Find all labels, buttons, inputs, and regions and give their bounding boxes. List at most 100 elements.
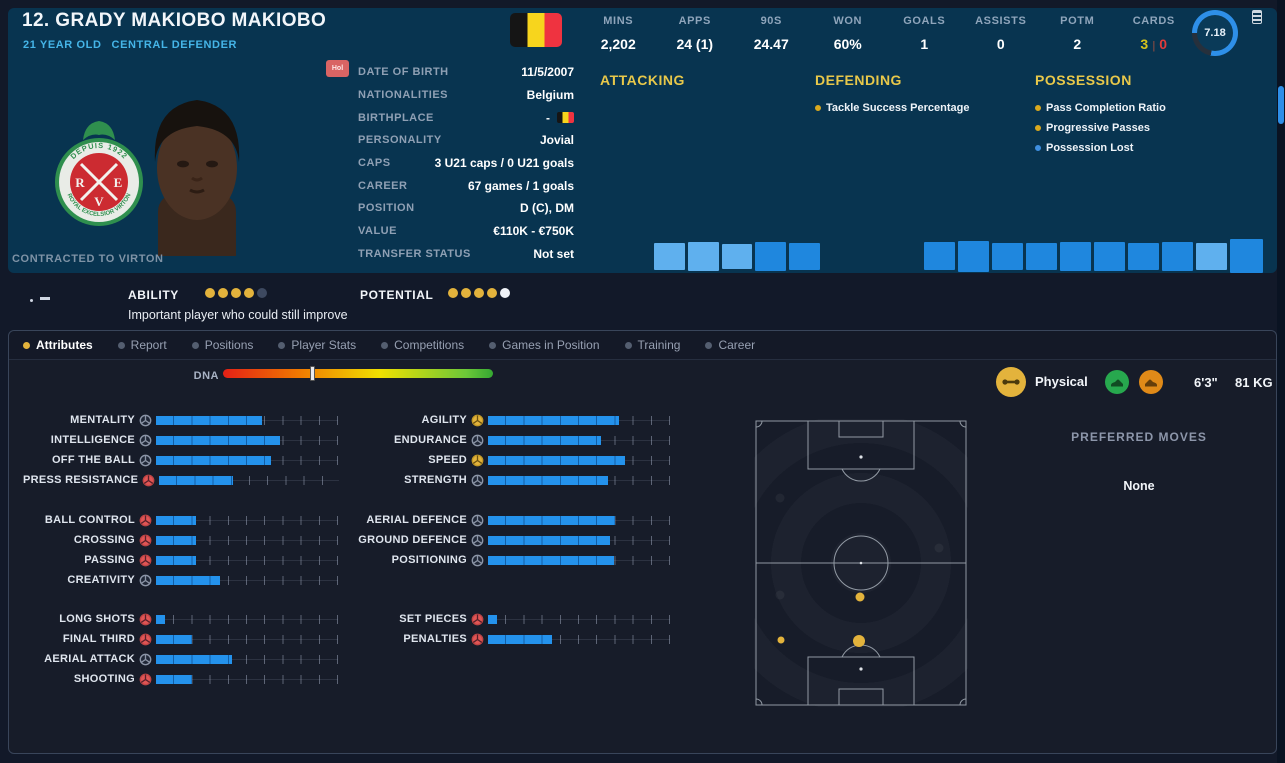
match-rating-square[interactable] xyxy=(1196,242,1227,270)
contract-status-text: CONTRACTED TO VIRTON xyxy=(12,253,164,265)
attributes-column-right: AGILITY ENDURANCE SPEED STRENGTH xyxy=(355,412,671,702)
match-rating-square[interactable] xyxy=(1128,242,1159,270)
match-rating-square[interactable] xyxy=(992,242,1023,270)
scout-stat-possession-lost: Possession Lost xyxy=(1035,138,1166,158)
match-rating-square[interactable] xyxy=(1060,241,1091,271)
scrollbar-thumb[interactable] xyxy=(1278,86,1284,124)
attribute-bar-fill xyxy=(156,614,166,624)
star-dot xyxy=(205,288,215,298)
attribute-ball-control: BALL CONTROL xyxy=(23,512,339,528)
scouting-possession: POSSESSION Pass Completion Ratio Progres… xyxy=(1035,72,1166,158)
scout-stat-progressive-passes: Progressive Passes xyxy=(1035,118,1166,138)
position-dot xyxy=(852,634,865,647)
attribute-agility: AGILITY xyxy=(355,412,671,428)
attribute-bar-fill xyxy=(156,634,193,644)
attribute-bar-track xyxy=(488,614,670,624)
match-rating-square[interactable] xyxy=(688,241,719,271)
attribute-strength: STRENGTH xyxy=(355,472,671,488)
tab-dot-icon xyxy=(278,341,286,349)
match-rating-square[interactable] xyxy=(722,243,752,269)
belgium-flag-icon xyxy=(557,112,574,124)
tab-attributes[interactable]: Attributes xyxy=(23,338,93,352)
svg-text:R: R xyxy=(75,175,85,190)
stat-bullet-icon xyxy=(1035,145,1041,151)
tab-positions[interactable]: Positions xyxy=(191,338,253,352)
radar-wheel-icon xyxy=(139,454,152,467)
radar-wheel-icon xyxy=(471,633,484,646)
average-rating-ring: 7.18 xyxy=(1192,10,1238,56)
inactive-position-dot xyxy=(775,493,785,503)
match-rating-square[interactable] xyxy=(924,242,955,270)
player-height: 6'3" xyxy=(1194,375,1218,390)
attribute-bar-track xyxy=(156,575,338,585)
tab-dot-icon xyxy=(381,341,389,349)
stat-bullet-icon xyxy=(815,105,821,111)
tab-career[interactable]: Career xyxy=(705,338,755,352)
radar-wheel-icon xyxy=(471,613,484,626)
attribute-bar-fill xyxy=(488,555,614,565)
tab-report[interactable]: Report xyxy=(117,338,167,352)
attribute-final-third: FINAL THIRD xyxy=(23,631,339,647)
match-rating-square[interactable] xyxy=(789,242,820,270)
radar-wheel-icon xyxy=(471,534,484,547)
attribute-aerial-defence: AERIAL DEFENCE xyxy=(355,512,671,528)
match-rating-square[interactable] xyxy=(654,242,685,270)
scouting-attacking: ATTACKING xyxy=(600,72,685,88)
svg-text:E: E xyxy=(114,175,123,190)
attribute-bar-track xyxy=(156,634,338,644)
star-dot xyxy=(448,288,458,298)
radar-wheel-icon xyxy=(139,414,152,427)
player-photo xyxy=(138,92,256,256)
attribute-bar-track xyxy=(156,674,338,684)
tab-games-in-position[interactable]: Games in Position xyxy=(489,338,600,352)
tab-player-stats[interactable]: Player Stats xyxy=(278,338,356,352)
stat-90s: 90S 24.47 xyxy=(753,15,789,52)
match-rating-square[interactable] xyxy=(1026,242,1057,270)
stat-goals: GOALS 1 xyxy=(903,15,946,52)
attribute-intelligence: INTELLIGENCE xyxy=(23,432,339,448)
star-dot xyxy=(487,288,497,298)
position-dot xyxy=(855,592,865,602)
scrollbar-track[interactable] xyxy=(1277,0,1285,763)
attribute-bar-fill xyxy=(488,415,620,425)
attribute-bar-track xyxy=(156,515,338,525)
attribute-bar-track xyxy=(156,654,338,664)
star-dot xyxy=(231,288,241,298)
radar-wheel-icon xyxy=(139,613,152,626)
radar-wheel-icon xyxy=(139,633,152,646)
tab-dot-icon xyxy=(624,341,632,349)
match-rating-square[interactable] xyxy=(1230,239,1263,273)
attribute-bar-track xyxy=(156,614,338,624)
match-rating-square[interactable] xyxy=(1094,241,1125,271)
match-rating-square[interactable] xyxy=(1162,241,1193,271)
position-dot xyxy=(777,636,785,644)
list-icon[interactable] xyxy=(1252,10,1262,24)
tab-competitions[interactable]: Competitions xyxy=(381,338,464,352)
tab-dot-icon xyxy=(191,341,199,349)
ability-label: ABILITY xyxy=(128,288,179,302)
right-foot-boot-icon xyxy=(1139,370,1163,394)
match-rating-square[interactable] xyxy=(755,241,786,271)
stat-potm: POTM 2 xyxy=(1060,15,1095,52)
stat-apps: APPS 24 (1) xyxy=(676,15,714,52)
player-name: 12. GRADY MAKIOBO MAKIOBO xyxy=(22,10,327,31)
info-row-career: CAREER 67 games / 1 goals xyxy=(358,178,574,193)
attribute-bar-track xyxy=(156,455,338,465)
stat-bullet-icon xyxy=(1035,125,1041,131)
attribute-bar-fill xyxy=(156,575,220,585)
attribute-bar-fill xyxy=(488,614,498,624)
info-row-value: VALUE €110K - €750K xyxy=(358,224,574,239)
info-row-nationalities: NATIONALITIES Belgium xyxy=(358,88,574,103)
tab-training[interactable]: Training xyxy=(624,338,680,352)
info-row-date-of-birth: DATE OF BIRTH 11/5/2007 xyxy=(358,65,574,80)
match-rating-square[interactable] xyxy=(958,240,989,272)
ability-star-dots xyxy=(205,288,267,298)
belgium-flag-icon xyxy=(510,13,562,47)
attribute-bar-fill xyxy=(488,634,552,644)
radar-wheel-icon xyxy=(471,454,484,467)
attribute-crossing: CROSSING xyxy=(23,532,339,548)
dna-gradient-bar xyxy=(223,366,493,381)
tab-dot-icon xyxy=(117,341,125,349)
svg-text:V: V xyxy=(94,194,104,209)
